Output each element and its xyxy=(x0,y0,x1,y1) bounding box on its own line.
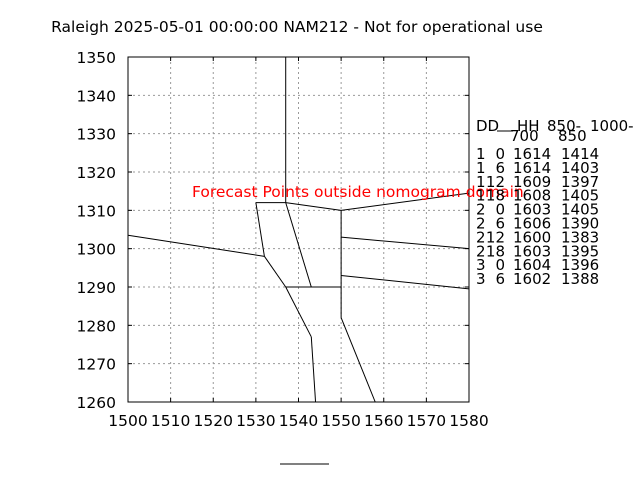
x-tick-label: 1570 xyxy=(407,412,446,430)
x-tick-label: 1560 xyxy=(364,412,403,430)
nomogram-boundary xyxy=(263,256,287,288)
table-header: 850- xyxy=(547,117,581,135)
table-cell: 1600 xyxy=(513,228,551,246)
x-tick-label: 1500 xyxy=(108,412,147,430)
table-cell: 1 xyxy=(476,187,486,205)
table-header: 1000- xyxy=(590,117,634,135)
nomogram-boundary xyxy=(285,202,312,288)
table-cell: 3 xyxy=(476,256,486,274)
table-cell: 0 xyxy=(495,201,505,219)
table-cell: 1403 xyxy=(561,159,599,177)
table-cell: 1405 xyxy=(561,201,599,219)
y-tick-label: 1280 xyxy=(77,317,116,335)
nomogram-boundary xyxy=(127,234,265,257)
x-tick-label: 1580 xyxy=(449,412,488,430)
table-cell: 2 xyxy=(476,228,486,246)
x-tick-label: 1540 xyxy=(279,412,318,430)
y-tick-label: 1350 xyxy=(77,49,116,67)
table-cell: 6 xyxy=(495,159,505,177)
chart-title: Raleigh 2025-05-01 00:00:00 NAM212 - Not… xyxy=(51,18,543,36)
table-header: HH xyxy=(517,117,540,135)
table-cell: 1 xyxy=(476,159,486,177)
nomogram-boundary xyxy=(255,202,265,257)
nomogram-boundary xyxy=(341,192,470,211)
table-cell: 12 xyxy=(486,228,505,246)
nomogram-boundary xyxy=(285,286,312,338)
y-tick-label: 1320 xyxy=(77,164,116,182)
table-cell: 1383 xyxy=(561,228,599,246)
table-cell: 1614 xyxy=(513,145,551,163)
table-cell: 1604 xyxy=(513,256,551,274)
table-cell: 2 xyxy=(476,215,486,233)
nomogram-boundary xyxy=(341,236,470,250)
table-cell: 18 xyxy=(486,187,505,205)
table-cell: 0 xyxy=(495,256,505,274)
table-cell: 1397 xyxy=(561,173,599,191)
y-tick-label: 1270 xyxy=(77,356,116,374)
table-cell: 1606 xyxy=(513,215,551,233)
y-axis-ticks: 1260 1270 1280 1290 1300 1310 1320 1330 1340 1350 xyxy=(77,49,469,412)
nomogram-boundary xyxy=(285,202,342,211)
x-tick-label: 1520 xyxy=(194,412,233,430)
nomogram-boundary xyxy=(310,336,317,403)
table-cell: 0 xyxy=(495,145,505,163)
y-tick-label: 1290 xyxy=(77,279,116,297)
nomogram-boundary xyxy=(340,317,376,403)
table-cell: 1405 xyxy=(561,187,599,205)
y-tick-label: 1300 xyxy=(77,241,116,259)
table-subheader: 700 xyxy=(510,127,539,145)
x-tick-label: 1530 xyxy=(236,412,275,430)
table-cell: 1614 xyxy=(513,159,551,177)
table-cell: 1603 xyxy=(513,242,551,260)
table-cell: 1 xyxy=(476,145,486,163)
table-cell: 2 xyxy=(476,242,486,260)
table-cell: 1609 xyxy=(513,173,551,191)
table-cell: 1603 xyxy=(513,201,551,219)
table-cell: 18 xyxy=(486,242,505,260)
table-cell: 2 xyxy=(476,201,486,219)
table-cell: 1608 xyxy=(513,187,551,205)
y-tick-label: 1310 xyxy=(77,202,116,220)
boundary-lines xyxy=(127,57,470,403)
x-tick-label: 1550 xyxy=(321,412,360,430)
table-subheader: 850 xyxy=(558,127,587,145)
table-cell: 6 xyxy=(495,215,505,233)
table-cell: 3 xyxy=(476,270,486,288)
nomogram-boundary xyxy=(341,275,470,290)
x-tick-label: 1510 xyxy=(151,412,190,430)
table-cell: 1 xyxy=(476,173,486,191)
table-header: DD xyxy=(476,117,499,135)
table-cell: 1395 xyxy=(561,242,599,260)
y-tick-label: 1340 xyxy=(77,87,116,105)
table-cell: 1396 xyxy=(561,256,599,274)
y-tick-label: 1330 xyxy=(77,126,116,144)
table-cell: 6 xyxy=(495,270,505,288)
table-cell: 1390 xyxy=(561,215,599,233)
out-of-domain-annotation: Forecast Points outside nomogram domain xyxy=(192,183,524,201)
table-cell: 1388 xyxy=(561,270,599,288)
table-cell: 1414 xyxy=(561,145,599,163)
table-cell: 1602 xyxy=(513,270,551,288)
table-cell: 12 xyxy=(486,173,505,191)
grid xyxy=(128,57,469,402)
y-tick-label: 1260 xyxy=(77,394,116,412)
x-axis-ticks: 1500 1510 1520 1530 1540 1550 1560 1570 1580 xyxy=(108,57,489,430)
